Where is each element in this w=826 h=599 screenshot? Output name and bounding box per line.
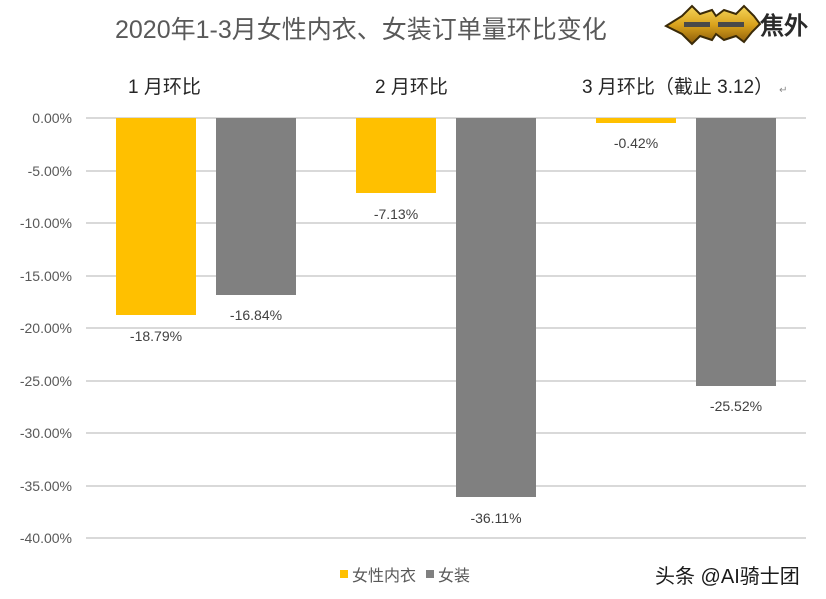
- data-label: -7.13%: [373, 206, 419, 222]
- y-tick: 0.00%: [32, 110, 72, 126]
- bar-womenswear-feb: [456, 118, 536, 497]
- legend-label: 女性内衣: [352, 568, 417, 585]
- data-label: -0.42%: [613, 135, 659, 151]
- y-tick: -5.00%: [27, 163, 72, 179]
- gridline: [86, 275, 806, 277]
- return-mark-icon: ↵: [779, 85, 788, 96]
- y-tick: -25.00%: [19, 373, 72, 389]
- legend-swatch-icon: [340, 570, 348, 578]
- bar-lingerie-jan: [116, 118, 196, 315]
- y-tick: -15.00%: [19, 268, 72, 284]
- legend: 女性内衣 女装: [340, 562, 480, 586]
- group-label-jan: 1 月环比: [128, 77, 201, 98]
- legend-item-womenswear: 女装: [426, 562, 470, 586]
- logo-text: 焦外: [760, 12, 808, 40]
- legend-label: 女装: [438, 568, 471, 585]
- gridline: [86, 117, 806, 119]
- bar-womenswear-jan: [216, 118, 296, 295]
- gridline: [86, 327, 806, 329]
- gridline: [86, 537, 806, 539]
- data-label: -18.79%: [129, 328, 183, 344]
- gridline: [86, 485, 806, 487]
- gridline: [86, 432, 806, 434]
- group-label-mar: 3 月环比（截止 3.12） ↵: [582, 72, 788, 99]
- data-label: -25.52%: [709, 398, 763, 414]
- group-label-mar-text: 3 月环比（截止 3.12）: [582, 77, 774, 98]
- y-tick: -20.00%: [19, 320, 72, 336]
- legend-swatch-icon: [426, 570, 435, 578]
- gridline: [86, 170, 806, 172]
- data-label: -36.11%: [470, 510, 522, 526]
- bat-logo-icon: [664, 4, 762, 46]
- bar-lingerie-feb: [356, 118, 436, 193]
- watermark: 头条 @AI骑士团: [655, 566, 800, 588]
- data-label: -16.84%: [229, 307, 283, 323]
- chart-title: 2020年1-3月女性内衣、女装订单量环比变化: [115, 16, 607, 44]
- gridline: [86, 222, 806, 224]
- gridline: [86, 380, 806, 382]
- y-tick: -35.00%: [19, 478, 72, 494]
- bar-lingerie-mar: [596, 118, 676, 123]
- y-tick: -10.00%: [19, 215, 72, 231]
- y-tick: -40.00%: [19, 530, 72, 546]
- group-label-feb: 2 月环比: [375, 77, 448, 98]
- legend-item-lingerie: 女性内衣: [340, 562, 416, 586]
- y-tick: -30.00%: [19, 425, 72, 441]
- bar-womenswear-mar: [696, 118, 776, 386]
